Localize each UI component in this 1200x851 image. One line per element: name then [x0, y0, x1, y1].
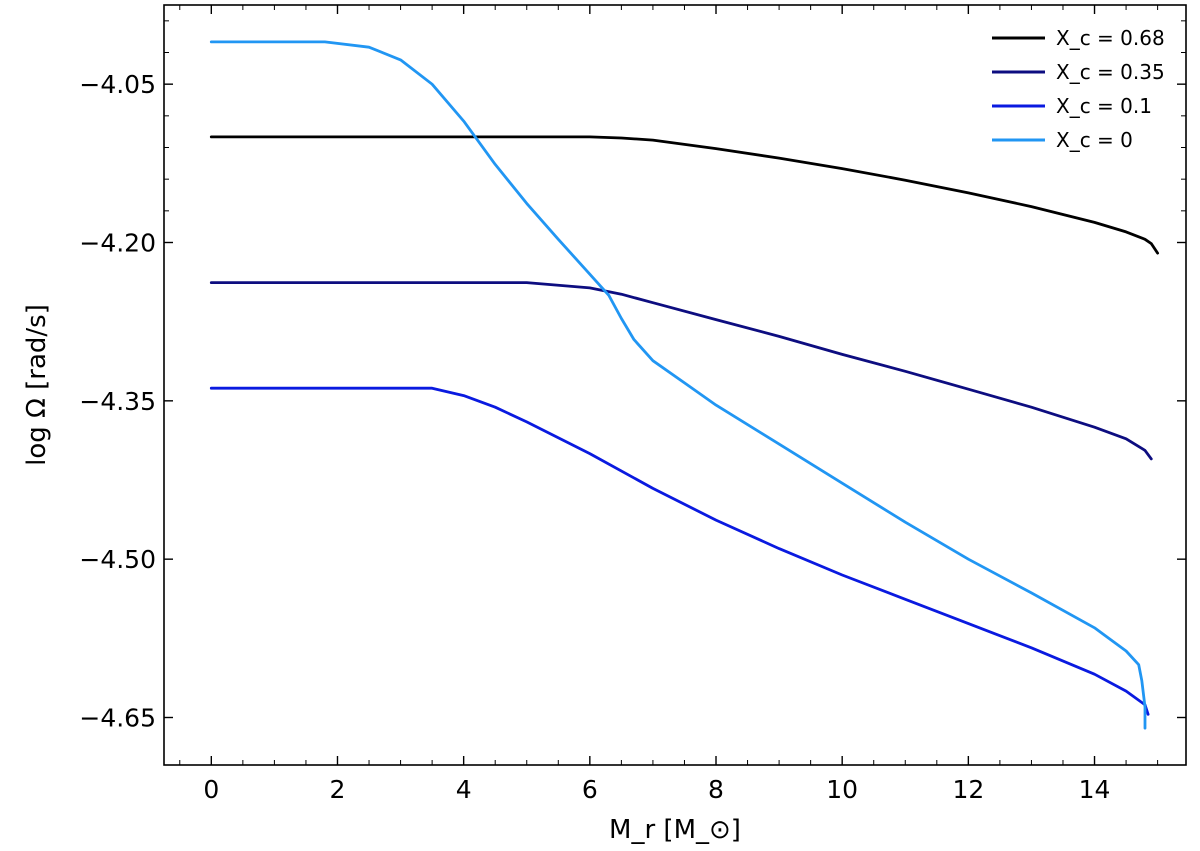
y-tick-label: −4.05: [79, 70, 156, 99]
y-tick-label: −4.65: [79, 704, 156, 733]
y-tick-label: −4.35: [79, 387, 156, 416]
series-line-3: [209, 40, 1147, 730]
x-tick-label: 8: [708, 775, 724, 804]
x-tick-label: 10: [826, 775, 858, 804]
y-tick-label: −4.50: [79, 545, 156, 574]
y-axis-label: log Ω [rad/s]: [22, 304, 52, 466]
lines-layer: [209, 40, 1159, 730]
legend-label-3: X_c = 0: [1056, 128, 1133, 152]
legend-label-2: X_c = 0.1: [1056, 94, 1152, 118]
x-tick-label: 2: [330, 775, 346, 804]
x-tick-label: 14: [1079, 775, 1111, 804]
x-tick-label: 6: [582, 775, 598, 804]
ticks-layer: 0 2 4 6 8 10 12 14 −4.05 −4.20 −4.35 −4.50 −4.65: [79, 5, 1186, 804]
series-line-0: [209, 135, 1159, 255]
legend-label-0: X_c = 0.68: [1056, 26, 1165, 50]
series-line-1: [209, 281, 1153, 461]
legend-label-1: X_c = 0.35: [1056, 60, 1165, 84]
x-tick-label: 12: [952, 775, 984, 804]
x-tick-label: 4: [456, 775, 472, 804]
x-tick-label: 0: [203, 775, 219, 804]
y-tick-label: −4.20: [79, 229, 156, 258]
x-axis-label: M_r [M_⊙]: [609, 815, 741, 845]
legend: X_c = 0.68 X_c = 0.35 X_c = 0.1 X_c = 0: [992, 26, 1165, 152]
series-line-2: [209, 386, 1150, 716]
plot-frame: [163, 4, 1187, 766]
